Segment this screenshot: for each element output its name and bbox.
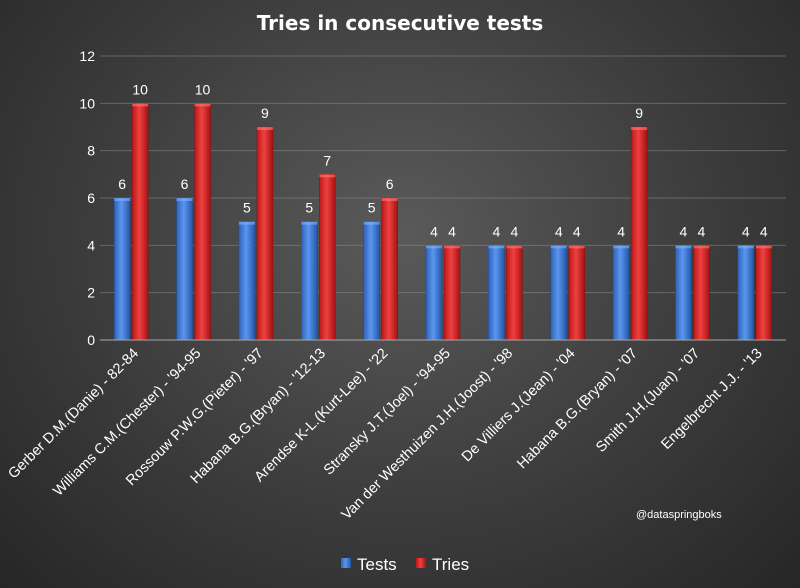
bar-tests — [425, 245, 443, 341]
data-label-tries: 9 — [261, 105, 269, 121]
x-tick-label: Habana B.G.(Bryan) - '07 — [514, 346, 641, 473]
bar-cap-tries — [444, 245, 460, 249]
bar-tries — [506, 245, 523, 341]
bar-cap-tests — [238, 221, 255, 225]
data-label-tests: 6 — [118, 176, 126, 192]
legend-swatch-tries — [416, 558, 426, 568]
bar-cap-tests — [675, 245, 692, 249]
y-axis-ticks: 0 2 4 6 8 10 12 — [79, 48, 95, 348]
bar-tries — [194, 103, 211, 341]
data-label-tries: 6 — [386, 176, 394, 192]
y-tick-label: 12 — [79, 48, 95, 64]
bar-tries — [381, 197, 398, 341]
bar-cap-tests — [737, 245, 754, 249]
data-label-tries: 10 — [195, 81, 211, 97]
bar-cap-tries — [568, 245, 585, 249]
bar-cap-tries — [194, 103, 211, 107]
legend: Tests Tries — [341, 555, 469, 574]
bar-cap-tests — [550, 245, 567, 249]
x-tick-label: Stransky J.T.(Joel) - '94-95 — [321, 346, 454, 479]
chart-title: Tries in consecutive tests — [257, 11, 544, 35]
bar-tests — [176, 197, 193, 341]
data-label-tests: 5 — [305, 200, 313, 216]
bar-cap-tests — [301, 221, 318, 225]
bar-tests — [488, 245, 505, 341]
legend-item-tests: Tests — [341, 555, 397, 574]
bar-cap-tries — [755, 245, 772, 249]
bar-tries — [443, 245, 461, 341]
bar-cap-tests — [488, 245, 505, 249]
x-tick-label: Arendse K-L.(Kurt-Lee) - '22 — [252, 346, 392, 486]
bar-tests — [612, 245, 630, 341]
y-tick-label: 8 — [87, 143, 95, 159]
data-label-tries: 4 — [698, 223, 706, 239]
bar-cap-tries — [693, 245, 710, 249]
data-label-tests: 6 — [181, 176, 189, 192]
legend-swatch-tests — [341, 558, 351, 568]
bar-tries — [319, 174, 336, 341]
bar-cap-tries — [132, 103, 149, 107]
x-tick-label: Habana B.G.(Bryan) - '12-13 — [188, 346, 329, 487]
bar-tests — [238, 221, 256, 341]
bar-tries — [630, 126, 648, 341]
bar-cap-tests — [176, 198, 193, 201]
data-label-tests: 4 — [680, 223, 688, 239]
bar-cap-tries — [506, 245, 523, 249]
gridlines — [100, 55, 786, 294]
data-label-tests: 4 — [430, 223, 438, 239]
bar-tries — [256, 126, 274, 341]
bar-tests — [301, 221, 318, 341]
data-label-tries: 4 — [510, 223, 518, 239]
bar-tests — [737, 245, 755, 341]
x-tick-label: De Villiers J.(Jean) - '04 — [459, 346, 579, 466]
data-label-tries: 10 — [132, 81, 148, 97]
bar-cap-tries — [631, 127, 648, 130]
bar-tries — [568, 245, 585, 341]
bar-tests — [550, 245, 567, 341]
y-tick-label: 6 — [87, 190, 95, 206]
bar-tests — [113, 197, 131, 341]
data-label-tries: 4 — [760, 223, 768, 239]
bar-cap-tests — [613, 245, 630, 249]
bar-tries — [131, 103, 149, 341]
data-label-tries: 4 — [573, 223, 581, 239]
y-tick-label: 2 — [87, 285, 95, 301]
bar-cap-tests — [363, 221, 380, 225]
data-label-tests: 5 — [368, 200, 376, 216]
data-label-tests: 4 — [492, 223, 500, 239]
bar-cap-tries — [381, 198, 398, 201]
data-label-tests: 4 — [742, 223, 750, 239]
y-tick-label: 10 — [79, 95, 95, 111]
data-label-tries: 9 — [635, 105, 643, 121]
legend-label-tries: Tries — [432, 555, 469, 574]
bar-tries — [693, 245, 710, 341]
data-label-tries: 4 — [448, 223, 456, 239]
bar-tries — [755, 245, 773, 341]
bar-cap-tests — [114, 198, 131, 201]
bar-tests — [363, 221, 380, 341]
data-label-tests: 4 — [617, 223, 625, 239]
data-label-tries: 7 — [323, 152, 331, 168]
data-label-tests: 5 — [243, 200, 251, 216]
x-tick-label: Gerber D.M.(Danie) - 82-84 — [5, 346, 142, 483]
data-label-tests: 4 — [555, 223, 563, 239]
y-tick-label: 4 — [87, 237, 95, 253]
bar-cap-tests — [426, 245, 442, 249]
bars — [113, 103, 773, 341]
bar-cap-tries — [319, 174, 336, 178]
x-tick-label: Smith J.H.(Juan) - '07 — [593, 346, 703, 456]
bar-tests — [675, 245, 692, 341]
legend-item-tries: Tries — [416, 555, 469, 574]
x-tick-label: Engelbrecht J.J. - '13 — [658, 346, 765, 453]
bar-cap-tries — [256, 127, 273, 130]
legend-label-tests: Tests — [357, 555, 397, 574]
credit-text: @dataspringboks — [636, 509, 722, 521]
y-tick-label: 0 — [87, 332, 95, 348]
